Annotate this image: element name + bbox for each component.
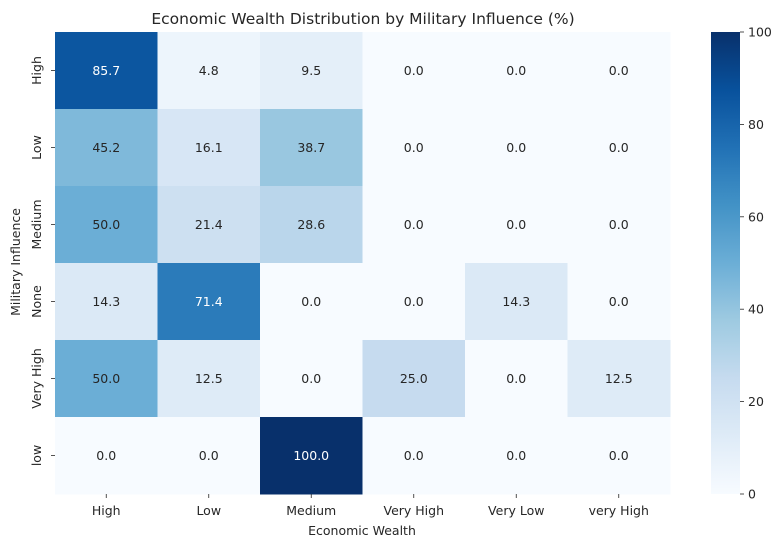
heatmap-cell xyxy=(157,417,261,495)
heatmap-cell xyxy=(465,263,568,341)
colorbar-tick-label: 100 xyxy=(748,25,772,40)
heatmap-cell xyxy=(55,263,158,341)
cell-value-label: 14.3 xyxy=(502,294,530,309)
cell-value-label: 0.0 xyxy=(506,140,526,155)
heatmap-cell xyxy=(157,186,261,264)
x-tick-label: Low xyxy=(196,503,221,518)
heatmap-cell xyxy=(465,109,568,187)
colorbar-tick-label: 80 xyxy=(748,117,764,132)
y-axis-ticks: High Low Medium None Very High low xyxy=(29,56,55,466)
x-tick-label: Medium xyxy=(286,503,336,518)
cell-value-label: 12.5 xyxy=(195,371,223,386)
heatmap-cell xyxy=(567,32,671,110)
cell-value-label: 0.0 xyxy=(404,294,424,309)
cell-value-label: 0.0 xyxy=(404,448,424,463)
chart-title: Economic Wealth Distribution by Military… xyxy=(151,10,574,28)
heatmap-cell xyxy=(260,340,363,418)
cell-value-label: 0.0 xyxy=(506,371,526,386)
cell-value-label: 0.0 xyxy=(404,217,424,232)
cell-value-label: 0.0 xyxy=(609,63,629,78)
heatmap-cell xyxy=(567,186,671,264)
cell-value-label: 0.0 xyxy=(301,294,321,309)
cell-value-label: 25.0 xyxy=(400,371,428,386)
y-tick-label: Very High xyxy=(29,348,44,409)
cell-value-label: 71.4 xyxy=(195,294,223,309)
heatmap-cell xyxy=(465,340,568,418)
heatmap-cell xyxy=(465,417,568,495)
colorbar-tick-label: 40 xyxy=(748,302,764,317)
heatmap-cell xyxy=(260,186,363,264)
x-tick-label: High xyxy=(92,503,121,518)
cell-value-label: 28.6 xyxy=(297,217,325,232)
x-tick-label: Very Low xyxy=(488,503,544,518)
heatmap-cell xyxy=(157,340,261,418)
heatmap-cell xyxy=(465,186,568,264)
cell-value-label: 0.0 xyxy=(199,448,219,463)
colorbar-tick-label: 20 xyxy=(748,394,764,409)
heatmap-cell xyxy=(362,263,466,341)
heatmap-cell xyxy=(260,417,363,495)
y-tick-label: High xyxy=(29,56,44,85)
heatmap-cell xyxy=(567,340,671,418)
cell-value-label: 50.0 xyxy=(92,371,120,386)
cell-value-label: 9.5 xyxy=(301,63,321,78)
cell-value-label: 50.0 xyxy=(92,217,120,232)
heatmap-cell xyxy=(55,186,158,264)
heatmap-cells: 85.7 4.8 9.5 0.0 0.0 0.0 45.2 16.1 38.7 0.0 0.0 0.0… xyxy=(55,32,671,495)
heatmap-cell xyxy=(157,109,261,187)
heatmap-cell xyxy=(362,417,466,495)
x-axis-label: Economic Wealth xyxy=(308,523,416,538)
cell-value-label: 45.2 xyxy=(92,140,120,155)
cell-value-label: 0.0 xyxy=(609,448,629,463)
colorbar-gradient xyxy=(711,32,740,494)
heatmap-cell xyxy=(55,340,158,418)
x-tick-label: Very High xyxy=(383,503,444,518)
cell-value-label: 14.3 xyxy=(92,294,120,309)
cell-value-label: 0.0 xyxy=(506,63,526,78)
heatmap-cell xyxy=(260,32,363,110)
heatmap-cell xyxy=(465,32,568,110)
y-tick-label: Low xyxy=(29,135,44,160)
colorbar: 0 20 40 60 80 100 xyxy=(711,25,772,502)
colorbar-tick-label: 60 xyxy=(748,209,764,224)
heatmap-cell xyxy=(260,109,363,187)
cell-value-label: 0.0 xyxy=(404,63,424,78)
heatmap-cell xyxy=(362,109,466,187)
cell-value-label: 0.0 xyxy=(404,140,424,155)
heatmap-cell xyxy=(567,263,671,341)
y-tick-label: low xyxy=(29,445,44,466)
cell-value-label: 100.0 xyxy=(293,448,329,463)
cell-value-label: 85.7 xyxy=(92,63,120,78)
y-axis-label: Military Influence xyxy=(8,208,23,316)
heatmap-cell xyxy=(55,32,158,110)
heatmap-cell xyxy=(362,340,466,418)
x-tick-label: very High xyxy=(589,503,649,518)
x-axis-ticks: High Low Medium Very High Very Low very High xyxy=(92,494,649,518)
colorbar-tick-label: 0 xyxy=(748,487,756,502)
cell-value-label: 21.4 xyxy=(195,217,223,232)
cell-value-label: 0.0 xyxy=(96,448,116,463)
cell-value-label: 0.0 xyxy=(301,371,321,386)
cell-value-label: 0.0 xyxy=(609,217,629,232)
cell-value-label: 0.0 xyxy=(609,294,629,309)
heatmap-cell xyxy=(55,417,158,495)
heatmap-cell xyxy=(260,263,363,341)
heatmap-cell xyxy=(157,32,261,110)
heatmap-cell xyxy=(567,417,671,495)
y-tick-label: Medium xyxy=(29,200,44,250)
heatmap-cell xyxy=(362,32,466,110)
cell-value-label: 16.1 xyxy=(195,140,223,155)
heatmap-cell xyxy=(55,109,158,187)
cell-value-label: 38.7 xyxy=(297,140,325,155)
cell-value-label: 12.5 xyxy=(605,371,633,386)
heatmap-cell xyxy=(567,109,671,187)
cell-value-label: 0.0 xyxy=(506,217,526,232)
heatmap-cell xyxy=(157,263,261,341)
y-tick-label: None xyxy=(29,285,44,318)
cell-value-label: 4.8 xyxy=(199,63,219,78)
cell-value-label: 0.0 xyxy=(609,140,629,155)
cell-value-label: 0.0 xyxy=(506,448,526,463)
heatmap-cell xyxy=(362,186,466,264)
